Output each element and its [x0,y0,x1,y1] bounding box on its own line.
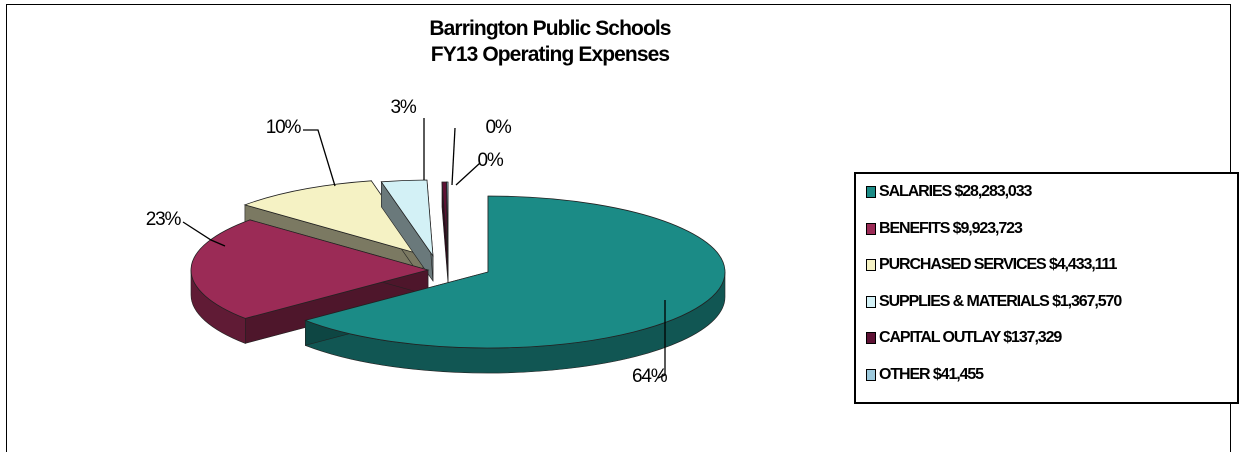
legend-item: SALARIES $28,283,033 [866,181,1032,203]
legend-item: SUPPLIES & MATERIALS $1,367,570 [866,291,1122,313]
percent-label-0: 64% [632,366,668,387]
pie-slice-top [446,181,449,259]
pie-slice-top [243,180,424,256]
legend-item: BENEFITS $9,923,723 [866,218,1023,240]
percent-label-2: 10% [266,117,302,138]
legend-label: OTHER $41,455 [879,365,984,383]
leader-line-2 [303,129,336,187]
pie-slice-top [380,179,434,258]
percent-label-5: 0% [477,150,503,171]
chart-subtitle: FY13 Operating Expenses [430,43,670,66]
chart-legend: SALARIES $28,283,033 BENEFITS $9,923,723 P… [854,172,1239,404]
legend-swatch [866,332,876,344]
legend-label: SUPPLIES & MATERIALS $1,367,570 [879,292,1122,310]
pie-slice-3 [380,179,434,282]
pie-slice-top [190,219,430,319]
legend-swatch [866,295,876,308]
legend-item: OTHER $41,455 [866,364,984,386]
pie-slice-1 [190,219,430,344]
legend-swatch [866,222,876,235]
pie-slices [190,179,726,374]
legend-label: CAPITAL OUTLAY $137,329 [879,329,1062,346]
leader-line-1 [182,221,226,247]
legend-label: PURCHASED SERVICES $4,433,111 [879,256,1117,273]
percent-label-1: 23% [146,209,182,230]
chart-title-block: Barrington Public Schools FY13 Operating… [250,16,850,68]
pie-slice-5 [446,181,449,284]
percent-label-3: 3% [390,97,416,118]
legend-swatch [866,186,876,198]
pie-slice-0 [304,195,726,374]
percent-labels: 64% 23% 10% 3% 0% 0% [146,97,669,387]
leader-line-4 [451,127,456,186]
leader-line-0 [657,300,666,379]
percent-label-4: 0% [485,117,511,138]
legend-item: PURCHASED SERVICES $4,433,111 [866,254,1117,276]
legend-item: CAPITAL OUTLAY $137,329 [866,327,1062,349]
legend-swatch [866,368,876,381]
pie-slice-top [304,195,726,349]
legend-swatch [866,259,876,271]
leader-line-5 [455,162,481,186]
chart-title: Barrington Public Schools [429,17,671,40]
legend-label: BENEFITS $9,923,723 [879,219,1023,237]
legend-label: SALARIES $28,283,033 [879,183,1032,200]
leader-lines [182,118,666,379]
